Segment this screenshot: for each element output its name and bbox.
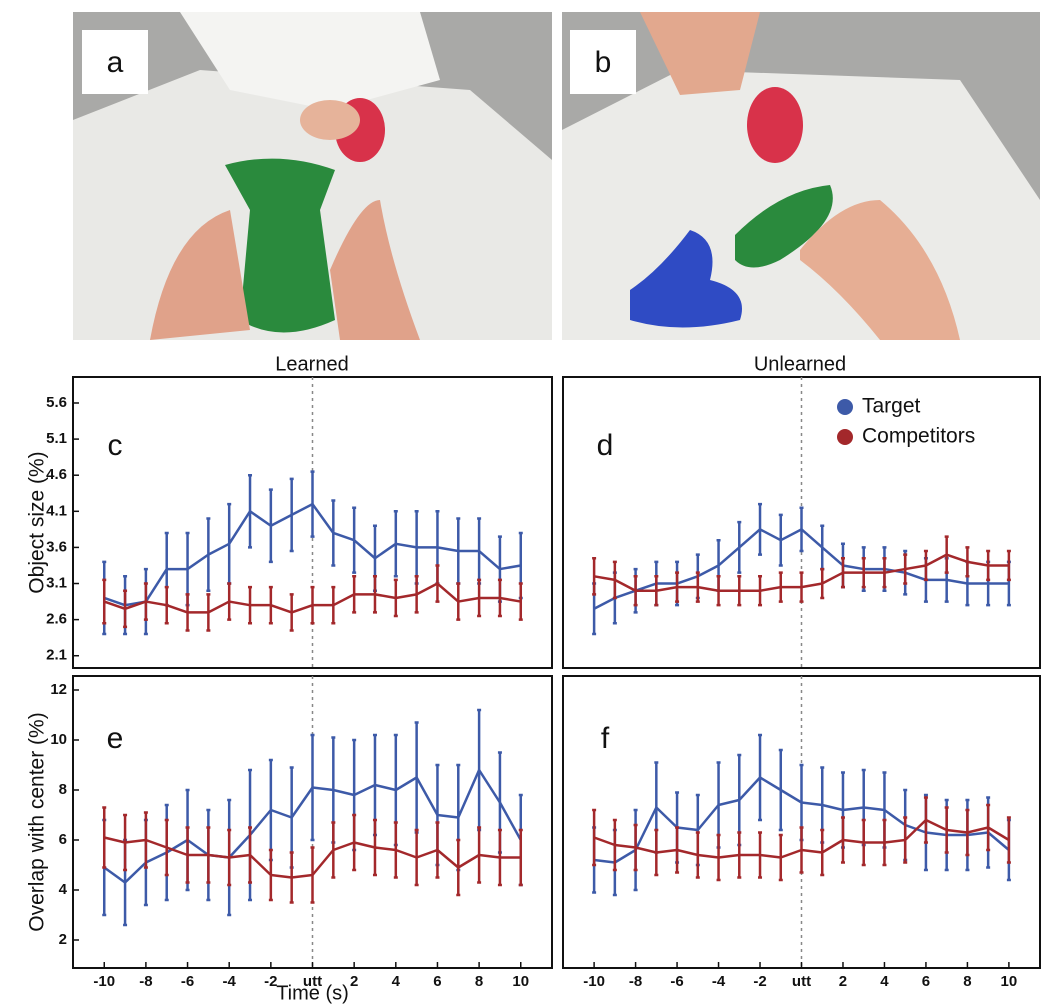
- y-tick-label: 2: [59, 931, 67, 948]
- y-tick-label: 3.6: [46, 538, 67, 555]
- error-bar: [518, 828, 523, 887]
- legend-label: Target: [862, 395, 921, 418]
- y-tick-label: 2.1: [46, 647, 67, 664]
- series-line: [593, 528, 1009, 610]
- y-axis-label: Overlap with center (%): [26, 712, 49, 931]
- series-line: [103, 502, 521, 607]
- photo-b: [562, 12, 1040, 340]
- x-tick-label: -10: [583, 973, 605, 990]
- series-line: [593, 776, 1010, 864]
- photo-label: b: [595, 46, 612, 79]
- panel-label: f: [601, 722, 610, 755]
- y-tick-label: 10: [50, 731, 67, 748]
- x-tick-label: -2: [264, 973, 277, 990]
- x-tick-label: -4: [223, 973, 237, 990]
- panel-label: c: [108, 429, 123, 462]
- error-bar: [518, 582, 523, 621]
- y-tick-label: 5.6: [46, 394, 67, 411]
- series-line: [593, 553, 1009, 592]
- y-tick-label: 2.6: [46, 611, 67, 628]
- y-axis-label: Object size (%): [26, 451, 49, 593]
- legend-label: Competitors: [862, 425, 975, 448]
- label-box: [570, 30, 636, 94]
- x-tick-label: 8: [963, 973, 971, 990]
- x-tick-label: -8: [629, 973, 642, 990]
- legend-marker: [837, 399, 853, 415]
- x-tick-label: -6: [181, 973, 194, 990]
- y-tick-label: 3.1: [46, 574, 67, 591]
- error-bar: [102, 578, 107, 625]
- y-tick-label: 6: [59, 831, 67, 848]
- x-tick-label: 2: [839, 973, 847, 990]
- x-tick-label: -2: [753, 973, 766, 990]
- x-tick-label: 2: [350, 973, 358, 990]
- photo-caption: Learned: [275, 353, 348, 375]
- x-tick-label: -4: [712, 973, 726, 990]
- legend-marker: [837, 429, 853, 445]
- series-line: [593, 818, 1010, 859]
- label-box: [82, 30, 148, 94]
- x-tick-label: 6: [922, 973, 930, 990]
- x-tick-label: utt: [792, 973, 811, 990]
- x-axis-label: Time (s): [276, 982, 349, 1004]
- series-line: [103, 582, 521, 614]
- photo-a: [73, 12, 552, 340]
- panel-label: e: [107, 722, 124, 755]
- photo-caption: Unlearned: [754, 353, 846, 375]
- x-tick-label: 10: [512, 973, 529, 990]
- y-tick-label: 4.6: [46, 466, 67, 483]
- series-line: [103, 768, 522, 884]
- x-tick-label: -10: [93, 973, 115, 990]
- y-tick-label: 4.1: [46, 502, 67, 519]
- y-tick-label: 12: [50, 681, 67, 698]
- panel-label: d: [597, 429, 614, 462]
- x-tick-label: utt: [303, 973, 322, 990]
- error-bar: [102, 806, 107, 869]
- y-tick-label: 8: [59, 781, 67, 798]
- series-line: [103, 836, 521, 879]
- y-tick-label: 5.1: [46, 430, 67, 447]
- x-tick-label: -6: [670, 973, 683, 990]
- x-tick-label: 6: [433, 973, 441, 990]
- x-tick-label: 4: [392, 973, 401, 990]
- x-tick-label: 10: [1001, 973, 1018, 990]
- x-tick-label: 4: [880, 973, 889, 990]
- photo-label: a: [107, 46, 124, 79]
- x-tick-label: 8: [475, 973, 483, 990]
- y-tick-label: 4: [59, 881, 68, 898]
- x-tick-label: -8: [139, 973, 152, 990]
